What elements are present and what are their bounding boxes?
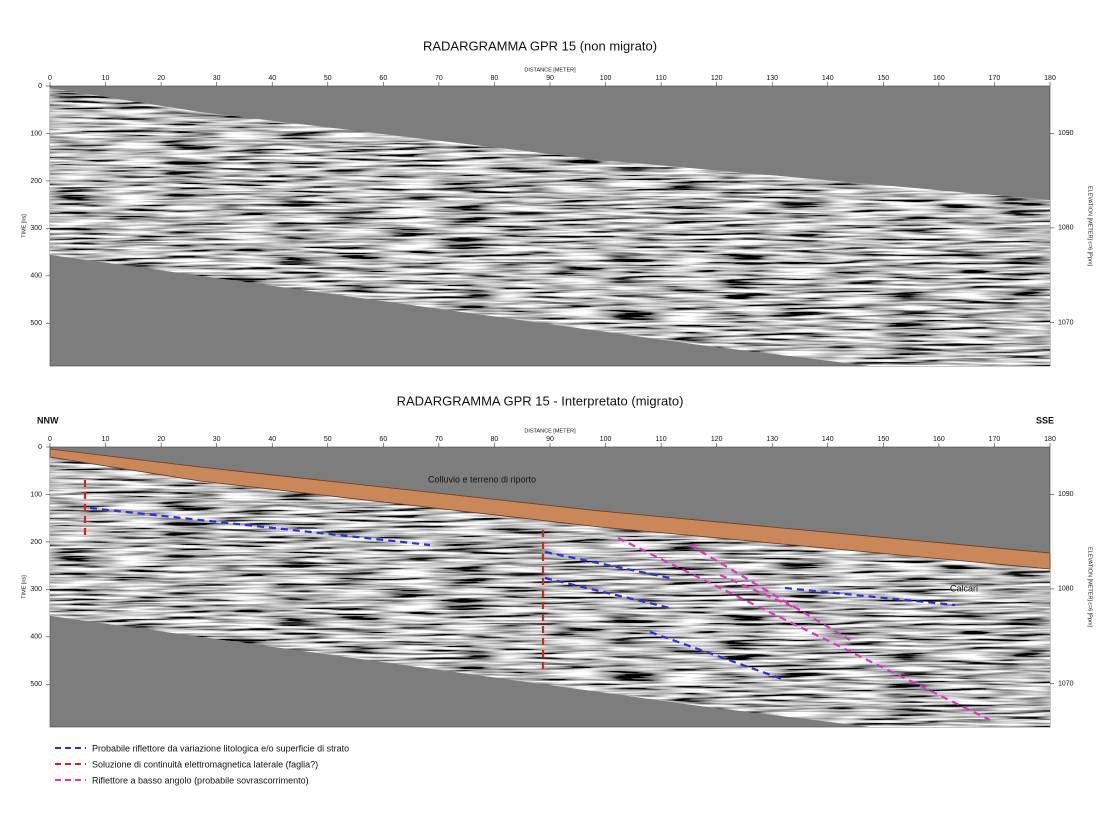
y-tick-label: 500 [30, 681, 42, 688]
x-tick-label: 120 [711, 75, 723, 82]
y-tick-label: 400 [30, 273, 42, 280]
x-tick-label: 60 [379, 75, 387, 82]
x-tick-label: 120 [711, 436, 723, 443]
x-tick-label: 90 [546, 75, 554, 82]
legend-label: Riflettore a basso angolo (probabile sov… [92, 775, 309, 785]
x-tick-label: 180 [1044, 436, 1056, 443]
x-tick-label: 100 [600, 436, 612, 443]
x-tick-label: 170 [989, 436, 1001, 443]
y2-tick-label: 1070 [1058, 680, 1074, 687]
y-tick-label: 100 [30, 130, 42, 137]
y2-tick-label: 1080 [1058, 225, 1074, 232]
panel: RADARGRAMMA GPR 15 (non migrato) DISTANCE… [21, 38, 1093, 367]
x-tick-label: 0 [48, 75, 52, 82]
x-tick-label: 20 [157, 75, 165, 82]
x-tick-label: 70 [435, 75, 443, 82]
y-tick-label: 0 [38, 444, 42, 451]
y2-axis-label: ELEVATION [METER] ε=6 [Ppm] [1087, 186, 1093, 267]
y2-tick-label: 1090 [1058, 491, 1074, 498]
x-tick-label: 110 [656, 75, 667, 82]
y-tick-label: 200 [30, 178, 42, 185]
x-tick-label: 170 [989, 75, 1001, 82]
x-tick-label: 150 [877, 75, 889, 82]
interpretation-line [617, 537, 991, 721]
x-tick-label: 100 [600, 75, 612, 82]
y-tick-label: 300 [30, 586, 42, 593]
legend-label: Probabile riflettore da variazione litol… [92, 743, 349, 753]
x-axis-label: DISTANCE [METER] [524, 428, 576, 434]
annotation: Colluvio e terreno di riporto [428, 474, 536, 484]
x-tick-label: 130 [766, 75, 778, 82]
y-axis-label: TIME [ns] [21, 214, 27, 238]
y-tick-label: 0 [38, 83, 42, 90]
panel-title: RADARGRAMMA GPR 15 (non migrato) [423, 38, 657, 53]
x-tick-label: 140 [822, 75, 834, 82]
x-tick-label: 50 [324, 75, 332, 82]
x-axis-label: DISTANCE [METER] [524, 67, 576, 73]
y-axis-label: TIME [ns] [21, 575, 27, 599]
y2-tick-label: 1070 [1058, 319, 1074, 326]
x-tick-label: 10 [102, 436, 110, 443]
x-tick-label: 60 [379, 436, 387, 443]
y-tick-label: 200 [30, 539, 42, 546]
x-tick-label: 20 [157, 436, 165, 443]
legend-label: Soluzione di continuità elettromagnetica… [92, 759, 318, 769]
x-tick-label: 30 [213, 436, 221, 443]
panel: RADARGRAMMA GPR 15 - Interpretato (migra… [21, 393, 1093, 728]
legend: Probabile riflettore da variazione litol… [55, 743, 349, 785]
x-tick-label: 30 [213, 75, 221, 82]
interpretation-line [544, 550, 671, 580]
y-tick-label: 400 [30, 634, 42, 641]
panel-title: RADARGRAMMA GPR 15 - Interpretato (migra… [397, 393, 684, 408]
interpretation [83, 480, 991, 721]
y2-tick-label: 1080 [1058, 586, 1074, 593]
x-tick-label: 80 [491, 436, 499, 443]
x-tick-label: 90 [546, 436, 554, 443]
x-tick-label: 10 [102, 75, 110, 82]
interpretation-line [719, 573, 801, 612]
x-tick-label: 70 [435, 436, 443, 443]
x-tick-label: 160 [933, 436, 945, 443]
interpretation-line [784, 586, 956, 607]
direction-right: SSE [1036, 415, 1054, 425]
interpretation-line [544, 576, 671, 610]
annotation: Calcari [950, 583, 978, 593]
y2-tick-label: 1090 [1058, 130, 1074, 137]
x-tick-label: 150 [877, 436, 889, 443]
colluvium-layer [49, 448, 1051, 570]
x-tick-label: 140 [822, 436, 834, 443]
x-tick-label: 180 [1044, 75, 1056, 82]
x-tick-label: 0 [48, 436, 52, 443]
x-tick-label: 50 [324, 436, 332, 443]
x-tick-label: 130 [766, 436, 778, 443]
direction-left: NNW [37, 415, 59, 425]
interpretation-line [89, 506, 431, 547]
x-tick-label: 40 [268, 75, 276, 82]
x-tick-label: 80 [491, 75, 499, 82]
x-tick-label: 110 [656, 436, 667, 443]
y-tick-label: 300 [30, 225, 42, 232]
y2-axis-label: ELEVATION [METER] ε=6 [Ppm] [1087, 547, 1093, 628]
y-tick-label: 100 [30, 491, 42, 498]
x-tick-label: 160 [933, 75, 945, 82]
y-tick-label: 500 [30, 320, 42, 327]
x-tick-label: 40 [268, 436, 276, 443]
